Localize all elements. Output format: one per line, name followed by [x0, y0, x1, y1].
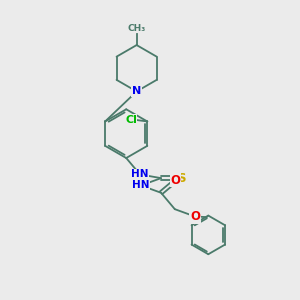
Text: O: O	[190, 210, 200, 223]
Text: CH₃: CH₃	[128, 24, 146, 33]
Text: HN: HN	[131, 169, 149, 179]
Text: N: N	[132, 86, 141, 96]
Text: O: O	[171, 174, 181, 187]
Text: HN: HN	[132, 181, 150, 190]
Text: S: S	[177, 172, 185, 184]
Text: Cl: Cl	[125, 115, 137, 125]
